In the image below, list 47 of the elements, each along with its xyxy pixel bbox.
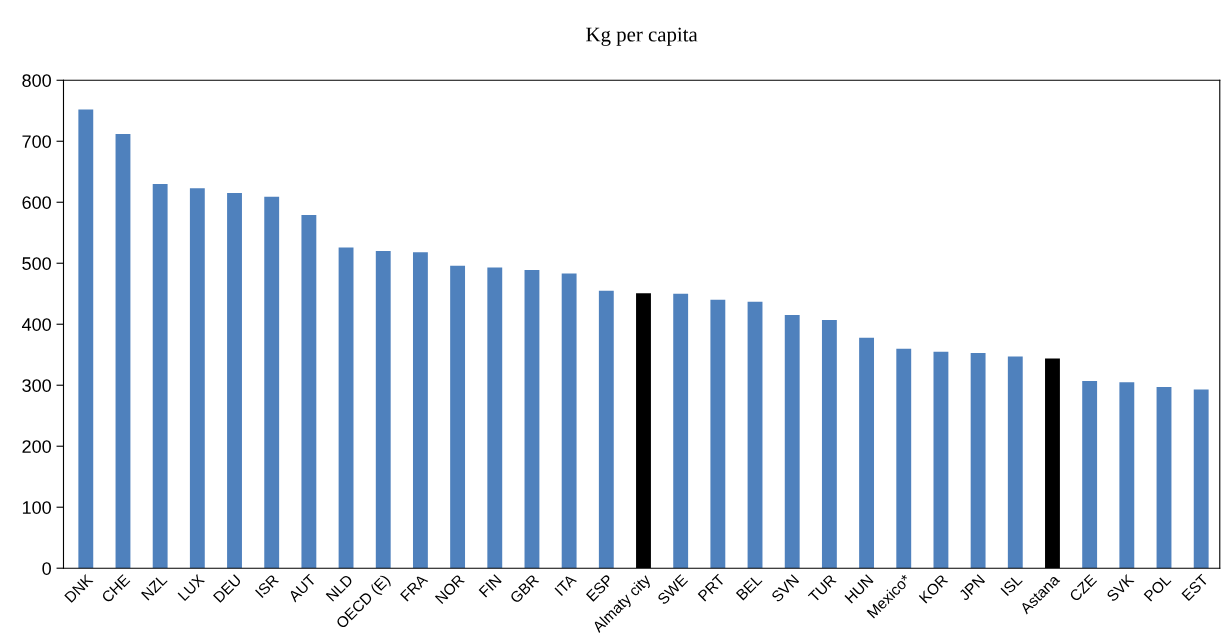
y-tick-label: 800 (22, 74, 51, 87)
bar (450, 265, 466, 569)
bar (152, 183, 168, 569)
y-tick-label: 0 (42, 562, 51, 575)
bar (189, 188, 205, 569)
x-tick-label: ITA (554, 573, 577, 596)
bar (970, 352, 986, 569)
y-tick-label: 300 (22, 379, 51, 392)
bar (487, 267, 503, 569)
bar (747, 301, 763, 569)
bar (1193, 389, 1209, 569)
x-tick-label: FIN (478, 574, 502, 598)
bar (933, 351, 949, 569)
bar (115, 133, 131, 569)
chart-title: Kg per capita (586, 27, 698, 46)
x-tick-label: TUR (807, 573, 837, 603)
y-tick-label: 400 (21, 318, 51, 331)
bar (1007, 356, 1023, 569)
y-tick-label: 500 (22, 257, 51, 270)
x-tick-label: ISR (254, 573, 280, 599)
bar (598, 290, 614, 569)
bar (227, 193, 242, 569)
y-tick-label: 600 (22, 196, 51, 209)
x-tick-label: ISL (1000, 573, 1023, 597)
bar (673, 293, 689, 569)
y-tick-label: 100 (22, 501, 51, 514)
bar (412, 252, 428, 569)
bar (301, 215, 317, 569)
bar (1082, 380, 1098, 569)
bar (1119, 382, 1135, 569)
x-tick-label: NZL (141, 573, 168, 601)
bar (338, 247, 354, 569)
x-tick-label: BEL (735, 573, 763, 601)
bar (375, 251, 391, 569)
bar (524, 269, 540, 569)
bar (561, 273, 577, 569)
bar (264, 196, 280, 569)
bar (78, 109, 94, 569)
bar (896, 348, 912, 569)
bar (1156, 387, 1172, 569)
bar (710, 299, 726, 569)
bar (821, 319, 837, 569)
x-tick-label: POL (1143, 573, 1172, 602)
y-tick-label: 200 (22, 440, 51, 453)
bar (784, 315, 800, 569)
bar (859, 337, 875, 569)
y-tick-label: 700 (22, 135, 51, 148)
